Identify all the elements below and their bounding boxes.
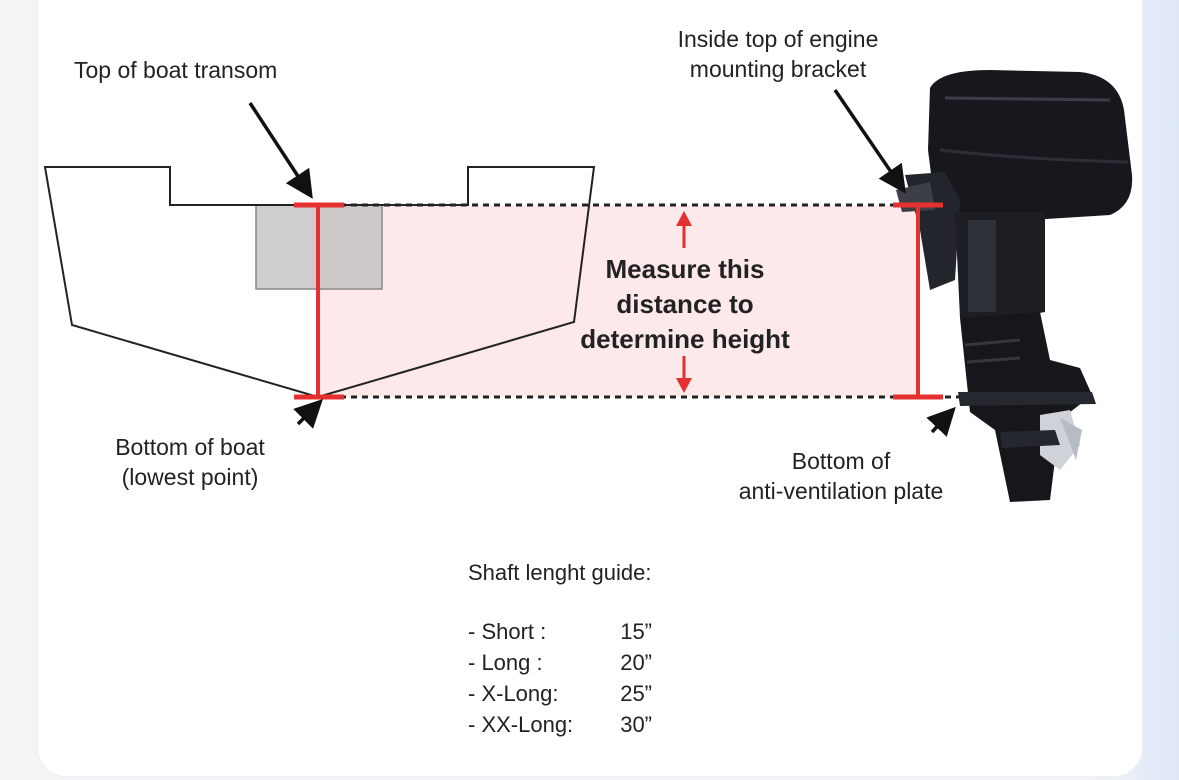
- bracket-text-line2: mounting bracket: [689, 56, 867, 82]
- measurement-band: [318, 205, 918, 397]
- plate-text-line2: anti-ventilation plate: [738, 478, 944, 504]
- boat-hull: [43, 166, 596, 399]
- guide-row-value: 20”: [620, 649, 652, 675]
- bracket-text-line1: Inside top of engine: [677, 26, 879, 52]
- bottom-boat-pointer: [293, 399, 323, 429]
- guide-row-name: - Long :: [468, 649, 543, 675]
- guide-row-short: - Short : 15”: [468, 616, 652, 647]
- measure-text-line3: determine height: [580, 324, 790, 354]
- guide-row-name: - X-Long:: [468, 680, 559, 706]
- measure-arrow-up-head: [676, 211, 692, 226]
- guide-title: Shaft lenght guide:: [468, 560, 652, 585]
- bracket-label: Inside top of engine mounting bracket: [640, 24, 916, 84]
- top-transom-pointer: [248, 102, 313, 199]
- guide-row-value: 25”: [620, 680, 652, 706]
- bottom-boat-text-line2: (lowest point): [121, 464, 259, 490]
- bracket-pointer: [833, 89, 906, 194]
- outboard-engine: [896, 70, 1133, 502]
- guide-row-x-long: - X-Long: 25”: [468, 678, 652, 709]
- measure-text-line2: distance to: [616, 289, 754, 319]
- guide-row-value: 30”: [620, 711, 652, 737]
- guide-row-xx-long: - XX-Long: 30”: [468, 709, 652, 740]
- guide-row-name: - XX-Long:: [468, 711, 574, 737]
- shaft-length-guide: Shaft lenght guide: - Short : 15” - Long…: [468, 560, 652, 740]
- guide-row-value: 15”: [620, 618, 652, 644]
- guide-row-long: - Long : 20”: [468, 647, 652, 678]
- guide-row-name: - Short :: [468, 618, 547, 644]
- top-transom-text: Top of boat transom: [74, 57, 278, 83]
- measure-arrow-down-head: [676, 378, 692, 393]
- measure-instruction: Measure this distance to determine heigh…: [560, 252, 810, 357]
- top-transom-label: Top of boat transom: [74, 55, 277, 85]
- plate-text-line1: Bottom of: [791, 448, 891, 474]
- plate-pointer: [926, 406, 956, 437]
- bottom-boat-text-line1: Bottom of boat: [115, 434, 265, 460]
- bottom-boat-label: Bottom of boat (lowest point): [90, 432, 290, 492]
- plate-label: Bottom of anti-ventilation plate: [710, 446, 972, 506]
- measure-text-line1: Measure this: [605, 254, 765, 284]
